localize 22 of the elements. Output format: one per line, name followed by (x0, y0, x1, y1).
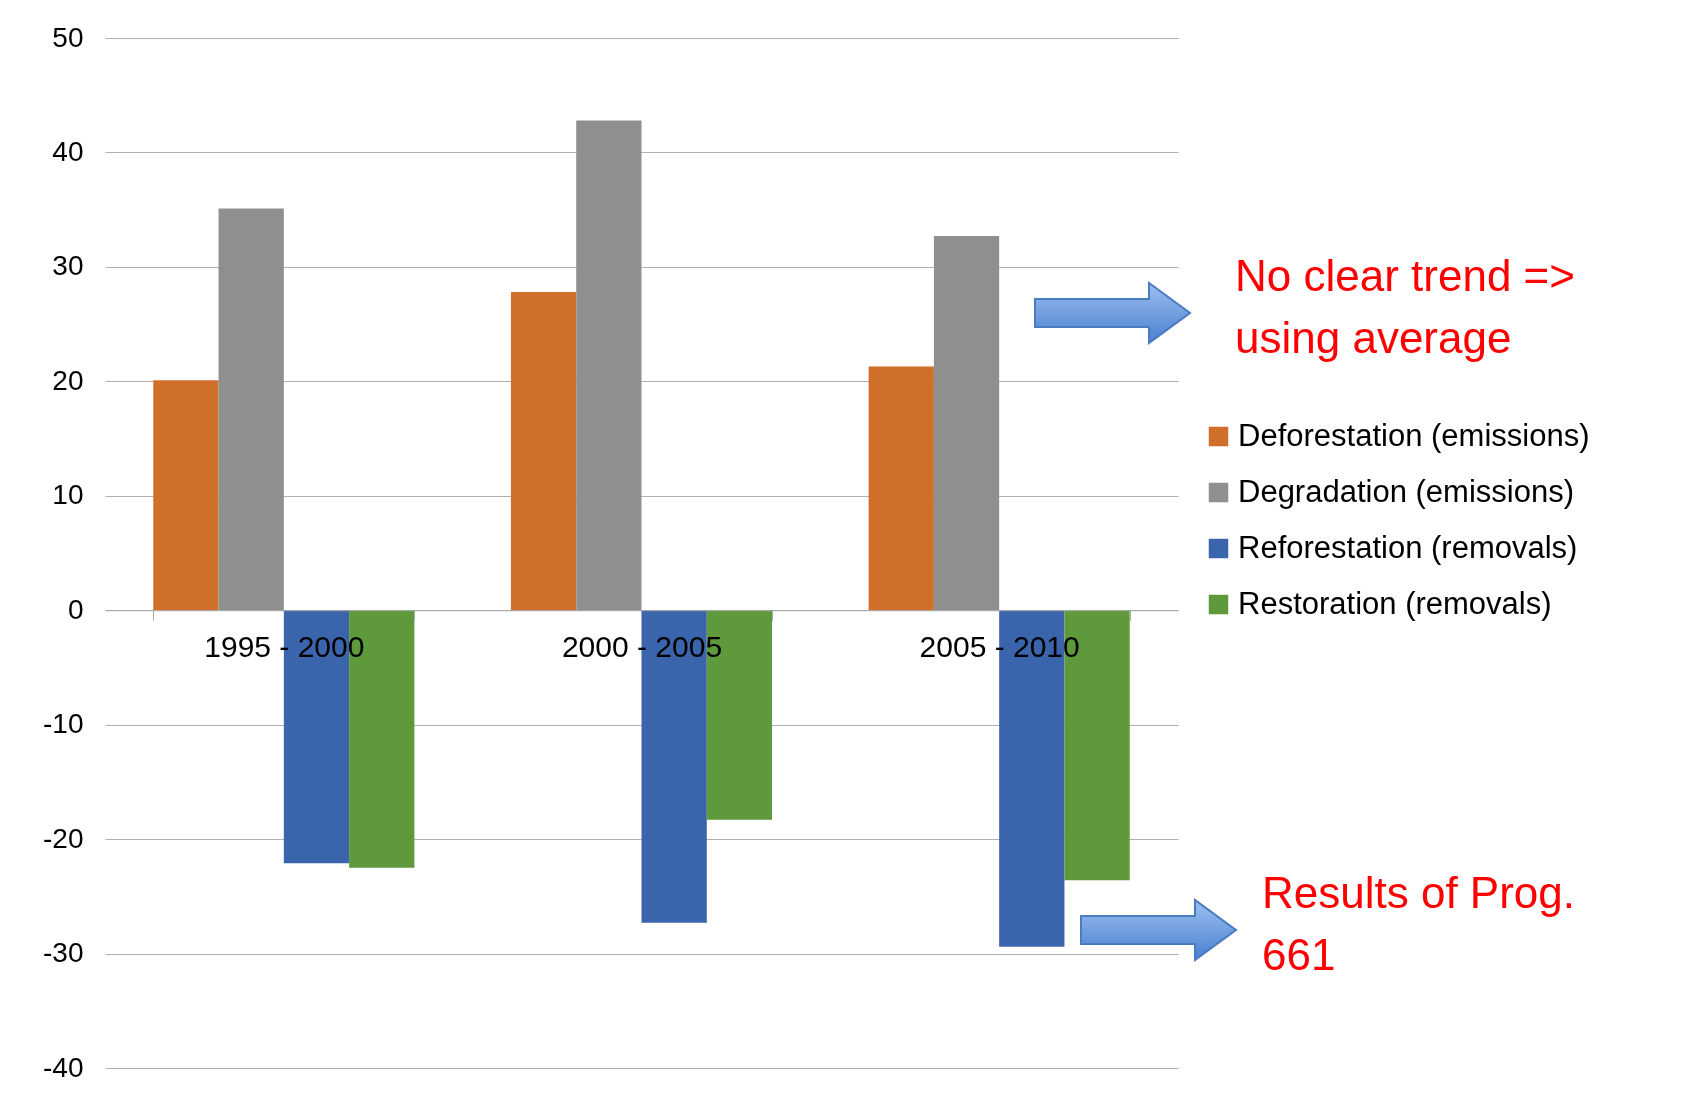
y-tick-label: -30 (43, 937, 84, 969)
legend-label: Degradation (emissions) (1238, 473, 1574, 509)
legend-label: Restoration (removals) (1238, 585, 1552, 621)
y-tick-label: 10 (52, 479, 84, 511)
text: Results of Prog. 661 (1262, 867, 1577, 981)
text: No clear trend => using average (1235, 250, 1576, 364)
bar (933, 235, 1000, 611)
bar (153, 380, 219, 611)
bar (576, 120, 642, 611)
y-tick-label: 20 (52, 364, 84, 396)
y-tick-label: -40 (43, 1051, 84, 1083)
y-tick-label: 30 (52, 250, 84, 282)
bar (510, 292, 577, 611)
legend-label: Deforestation (emissions) (1238, 417, 1590, 453)
y-tick-label: 40 (52, 135, 84, 167)
y-tick-label: -10 (43, 708, 84, 740)
y-tick-label: -20 (43, 822, 84, 854)
bar (218, 208, 284, 611)
y-tick-label: 0 (67, 593, 84, 625)
bar (868, 366, 934, 611)
legend-label: Reforestation (removals) (1238, 529, 1578, 565)
y-tick-label: 50 (52, 21, 84, 53)
